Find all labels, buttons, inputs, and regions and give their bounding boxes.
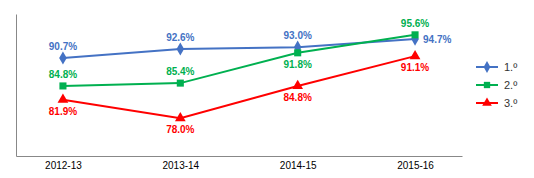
data-label: 93.0% <box>284 30 312 41</box>
marker <box>292 80 303 89</box>
y-axis-line <box>16 15 17 157</box>
x-axis-line <box>17 156 463 157</box>
data-labels: 90.7% 84.8% 81.9% 92.6% 85.4% 78.0% 93.0% 91.8%… <box>49 18 452 135</box>
legend-label: 3.º <box>504 97 517 109</box>
series <box>59 31 418 89</box>
series-line <box>63 35 415 86</box>
marker <box>175 112 186 121</box>
data-label: 95.6% <box>401 18 429 29</box>
data-label: 91.1% <box>401 62 429 73</box>
x-tick: 2015-16 <box>397 160 434 171</box>
marker <box>177 80 184 87</box>
legend-label: 2.º <box>504 79 517 91</box>
data-label: 85.4% <box>166 66 194 77</box>
series <box>59 33 419 65</box>
x-axis: 2012-13 2013-14 2014-15 2015-16 <box>17 157 463 172</box>
series <box>58 50 421 121</box>
y-axis <box>16 15 17 157</box>
data-label: 94.7% <box>423 34 451 45</box>
data-label: 92.6% <box>166 32 194 43</box>
marker <box>410 50 421 59</box>
data-label: 78.0% <box>166 124 194 135</box>
series-line <box>63 56 415 118</box>
legend-label: 1.º <box>504 61 517 73</box>
x-tick-label: 2015-16 <box>397 160 434 171</box>
marker <box>412 31 419 38</box>
marker <box>177 42 185 55</box>
legend-swatch-marker <box>482 97 492 105</box>
x-tick-label: 2013-14 <box>162 160 199 171</box>
marker <box>59 82 66 89</box>
data-label: 91.8% <box>284 59 312 70</box>
legend-swatch-marker <box>484 61 491 73</box>
data-label: 84.8% <box>49 69 77 80</box>
x-tick: 2014-15 <box>280 160 317 171</box>
legend-item: 2.º <box>476 79 517 91</box>
x-tick-label: 2012-13 <box>45 160 82 171</box>
marker <box>59 51 67 64</box>
legend: 1.º 2.º 3.º <box>476 61 517 109</box>
legend-swatch-marker <box>484 82 490 88</box>
legend-item: 1.º <box>476 61 517 73</box>
x-tick-label: 2014-15 <box>280 160 317 171</box>
marks <box>58 31 421 121</box>
chart: 2012-13 2013-14 2014-15 2015-16 90.7% 84.8% 81… <box>0 0 534 178</box>
data-label: 81.9% <box>49 106 77 117</box>
legend-item: 3.º <box>476 97 517 109</box>
data-label: 90.7% <box>49 41 77 52</box>
x-tick: 2013-14 <box>162 160 199 171</box>
marker <box>294 49 301 56</box>
x-tick: 2012-13 <box>45 160 82 171</box>
data-label: 84.8% <box>284 92 312 103</box>
marker <box>58 93 69 102</box>
